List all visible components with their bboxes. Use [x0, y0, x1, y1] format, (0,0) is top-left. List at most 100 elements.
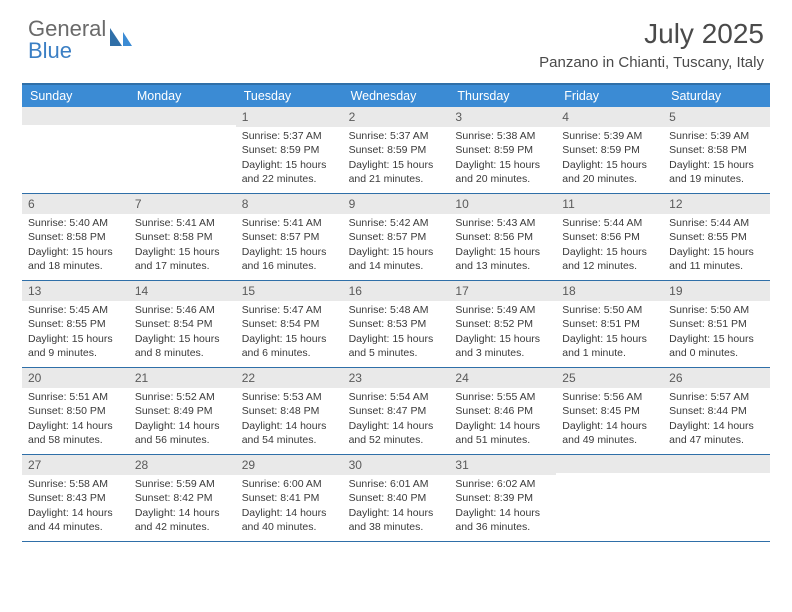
daylight-text: Daylight: 15 hours and 22 minutes. [242, 158, 337, 186]
day-number: 5 [663, 107, 770, 127]
sunset-text: Sunset: 8:46 PM [455, 404, 550, 418]
sunrise-text: Sunrise: 5:44 AM [669, 216, 764, 230]
day-number: 7 [129, 194, 236, 214]
calendar-cell: 3Sunrise: 5:38 AMSunset: 8:59 PMDaylight… [449, 107, 556, 193]
sunrise-text: Sunrise: 5:40 AM [28, 216, 123, 230]
month-title: July 2025 [539, 18, 764, 50]
day-header-row: Sunday Monday Tuesday Wednesday Thursday… [22, 85, 770, 107]
daylight-text: Daylight: 15 hours and 13 minutes. [455, 245, 550, 273]
daylight-text: Daylight: 14 hours and 54 minutes. [242, 419, 337, 447]
calendar-cell: 15Sunrise: 5:47 AMSunset: 8:54 PMDayligh… [236, 281, 343, 367]
sunrise-text: Sunrise: 5:48 AM [349, 303, 444, 317]
day-number: 10 [449, 194, 556, 214]
sunset-text: Sunset: 8:42 PM [135, 491, 230, 505]
daylight-text: Daylight: 14 hours and 52 minutes. [349, 419, 444, 447]
sunrise-text: Sunrise: 5:41 AM [135, 216, 230, 230]
sunrise-text: Sunrise: 5:39 AM [669, 129, 764, 143]
cell-body: Sunrise: 5:47 AMSunset: 8:54 PMDaylight:… [236, 301, 343, 366]
day-number: 15 [236, 281, 343, 301]
calendar-cell [129, 107, 236, 193]
sunset-text: Sunset: 8:51 PM [562, 317, 657, 331]
sunrise-text: Sunrise: 5:59 AM [135, 477, 230, 491]
sunrise-text: Sunrise: 5:37 AM [349, 129, 444, 143]
daylight-text: Daylight: 14 hours and 36 minutes. [455, 506, 550, 534]
day-number: 28 [129, 455, 236, 475]
cell-body: Sunrise: 5:51 AMSunset: 8:50 PMDaylight:… [22, 388, 129, 453]
day-number: 30 [343, 455, 450, 475]
sunset-text: Sunset: 8:48 PM [242, 404, 337, 418]
sunrise-text: Sunrise: 5:53 AM [242, 390, 337, 404]
sunrise-text: Sunrise: 5:58 AM [28, 477, 123, 491]
sunset-text: Sunset: 8:59 PM [242, 143, 337, 157]
cell-body: Sunrise: 5:56 AMSunset: 8:45 PMDaylight:… [556, 388, 663, 453]
daylight-text: Daylight: 15 hours and 20 minutes. [455, 158, 550, 186]
day-number: 29 [236, 455, 343, 475]
sunrise-text: Sunrise: 6:02 AM [455, 477, 550, 491]
sunrise-text: Sunrise: 5:54 AM [349, 390, 444, 404]
sunrise-text: Sunrise: 5:47 AM [242, 303, 337, 317]
page-header: General Blue July 2025 Panzano in Chiant… [0, 0, 792, 75]
daylight-text: Daylight: 15 hours and 11 minutes. [669, 245, 764, 273]
day-header: Friday [556, 85, 663, 107]
calendar-cell: 19Sunrise: 5:50 AMSunset: 8:51 PMDayligh… [663, 281, 770, 367]
sunrise-text: Sunrise: 5:55 AM [455, 390, 550, 404]
calendar-cell: 26Sunrise: 5:57 AMSunset: 8:44 PMDayligh… [663, 368, 770, 454]
calendar-cell: 23Sunrise: 5:54 AMSunset: 8:47 PMDayligh… [343, 368, 450, 454]
daylight-text: Daylight: 15 hours and 18 minutes. [28, 245, 123, 273]
sunset-text: Sunset: 8:41 PM [242, 491, 337, 505]
calendar-cell: 13Sunrise: 5:45 AMSunset: 8:55 PMDayligh… [22, 281, 129, 367]
logo-text-2: Blue [28, 38, 72, 63]
calendar-cell: 8Sunrise: 5:41 AMSunset: 8:57 PMDaylight… [236, 194, 343, 280]
day-number [22, 107, 129, 125]
day-number [129, 107, 236, 125]
cell-body: Sunrise: 5:41 AMSunset: 8:58 PMDaylight:… [129, 214, 236, 279]
day-number: 26 [663, 368, 770, 388]
calendar-cell: 12Sunrise: 5:44 AMSunset: 8:55 PMDayligh… [663, 194, 770, 280]
daylight-text: Daylight: 15 hours and 1 minute. [562, 332, 657, 360]
calendar-cell: 14Sunrise: 5:46 AMSunset: 8:54 PMDayligh… [129, 281, 236, 367]
sunrise-text: Sunrise: 5:38 AM [455, 129, 550, 143]
calendar-cell: 16Sunrise: 5:48 AMSunset: 8:53 PMDayligh… [343, 281, 450, 367]
sunset-text: Sunset: 8:43 PM [28, 491, 123, 505]
cell-body: Sunrise: 5:37 AMSunset: 8:59 PMDaylight:… [236, 127, 343, 192]
calendar-cell: 7Sunrise: 5:41 AMSunset: 8:58 PMDaylight… [129, 194, 236, 280]
calendar-cell: 27Sunrise: 5:58 AMSunset: 8:43 PMDayligh… [22, 455, 129, 541]
cell-body: Sunrise: 5:55 AMSunset: 8:46 PMDaylight:… [449, 388, 556, 453]
daylight-text: Daylight: 14 hours and 47 minutes. [669, 419, 764, 447]
day-number: 31 [449, 455, 556, 475]
day-number: 8 [236, 194, 343, 214]
cell-body: Sunrise: 6:01 AMSunset: 8:40 PMDaylight:… [343, 475, 450, 540]
daylight-text: Daylight: 14 hours and 42 minutes. [135, 506, 230, 534]
day-number: 4 [556, 107, 663, 127]
daylight-text: Daylight: 15 hours and 8 minutes. [135, 332, 230, 360]
calendar-cell: 30Sunrise: 6:01 AMSunset: 8:40 PMDayligh… [343, 455, 450, 541]
day-number: 2 [343, 107, 450, 127]
sunset-text: Sunset: 8:59 PM [562, 143, 657, 157]
day-number: 18 [556, 281, 663, 301]
day-number: 22 [236, 368, 343, 388]
sunrise-text: Sunrise: 5:45 AM [28, 303, 123, 317]
cell-body: Sunrise: 5:39 AMSunset: 8:58 PMDaylight:… [663, 127, 770, 192]
calendar-cell [663, 455, 770, 541]
sunrise-text: Sunrise: 5:43 AM [455, 216, 550, 230]
sunset-text: Sunset: 8:40 PM [349, 491, 444, 505]
sunrise-text: Sunrise: 5:52 AM [135, 390, 230, 404]
calendar-cell: 29Sunrise: 6:00 AMSunset: 8:41 PMDayligh… [236, 455, 343, 541]
weeks-container: 1Sunrise: 5:37 AMSunset: 8:59 PMDaylight… [22, 107, 770, 542]
cell-body: Sunrise: 5:39 AMSunset: 8:59 PMDaylight:… [556, 127, 663, 192]
cell-body: Sunrise: 5:44 AMSunset: 8:56 PMDaylight:… [556, 214, 663, 279]
day-number: 12 [663, 194, 770, 214]
daylight-text: Daylight: 15 hours and 21 minutes. [349, 158, 444, 186]
daylight-text: Daylight: 15 hours and 17 minutes. [135, 245, 230, 273]
sunrise-text: Sunrise: 5:56 AM [562, 390, 657, 404]
cell-body: Sunrise: 5:45 AMSunset: 8:55 PMDaylight:… [22, 301, 129, 366]
day-number: 24 [449, 368, 556, 388]
title-block: July 2025 Panzano in Chianti, Tuscany, I… [539, 18, 764, 71]
sunrise-text: Sunrise: 5:50 AM [669, 303, 764, 317]
cell-body: Sunrise: 5:57 AMSunset: 8:44 PMDaylight:… [663, 388, 770, 453]
calendar-cell: 21Sunrise: 5:52 AMSunset: 8:49 PMDayligh… [129, 368, 236, 454]
sunset-text: Sunset: 8:47 PM [349, 404, 444, 418]
sunrise-text: Sunrise: 5:51 AM [28, 390, 123, 404]
daylight-text: Daylight: 14 hours and 56 minutes. [135, 419, 230, 447]
calendar-week: 27Sunrise: 5:58 AMSunset: 8:43 PMDayligh… [22, 455, 770, 542]
